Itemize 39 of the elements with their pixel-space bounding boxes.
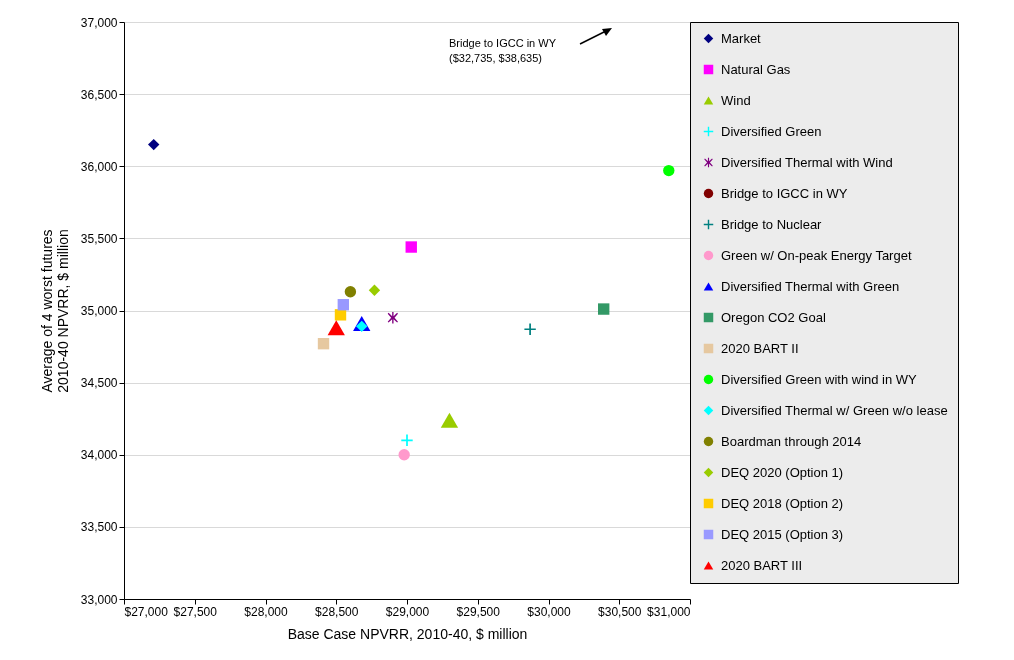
legend-label: Diversified Green [721,123,822,139]
legend-label: Green w/ On-peak Energy Target [721,247,912,263]
y-tick-label: 36,500 [80,87,118,102]
legend-label: Oregon CO2 Goal [721,309,826,325]
x-tick-label: $31,000 [647,604,691,619]
x-tick-label: $28,500 [315,604,359,619]
x-tick-label: $27,500 [173,604,218,619]
y-tick-label: 33,000 [80,592,118,607]
legend-label: DEQ 2018 (Option 2) [721,495,844,511]
y-tick-label: 35,500 [80,231,118,246]
legend-label: DEQ 2015 (Option 3) [721,526,844,542]
legend-label: Bridge to Nuclear [721,216,823,232]
x-axis-title: Base Case NPVRR, 2010-40, $ million [287,625,528,642]
x-tick-label: $29,500 [456,604,501,619]
legend-label: Boardman through 2014 [721,433,862,449]
legend-label: Diversified Green with wind in WY [721,371,918,387]
legend-label: Diversified Thermal w/ Green w/o lease [721,402,948,418]
y-tick-label: 34,000 [80,448,118,463]
legend-label: Market [721,30,762,46]
y-tick-label: 36,000 [80,159,118,174]
annotation: Bridge to IGCC in WY ($32,735, $38,635) [449,36,556,66]
legend-label: Diversified Thermal with Green [721,278,900,294]
y-tick-label: 33,500 [80,520,118,535]
legend-label: Natural Gas [721,61,791,77]
x-tick-label: $30,000 [527,604,572,619]
legend-label: 2020 BART III [721,557,803,573]
y-tick-label: 34,500 [80,376,118,391]
y-axis-title: Average of 4 worst futures 2010-40 NPVRR, $ million [38,229,71,393]
x-tick-label: $28,000 [244,604,289,619]
legend-label: 2020 BART II [721,340,799,356]
legend-label: Diversified Thermal with Wind [721,154,893,170]
x-tick-label: $30,500 [598,604,642,619]
y-tick-label: 37,000 [80,15,118,30]
legend-label: Wind [721,92,751,108]
legend-label: Bridge to IGCC in WY [721,185,848,201]
y-tick-label: 35,000 [80,304,118,318]
x-tick-label: $29,000 [385,604,430,619]
x-tick-label: $27,000 [124,604,169,619]
legend-label: DEQ 2020 (Option 1) [721,464,844,480]
